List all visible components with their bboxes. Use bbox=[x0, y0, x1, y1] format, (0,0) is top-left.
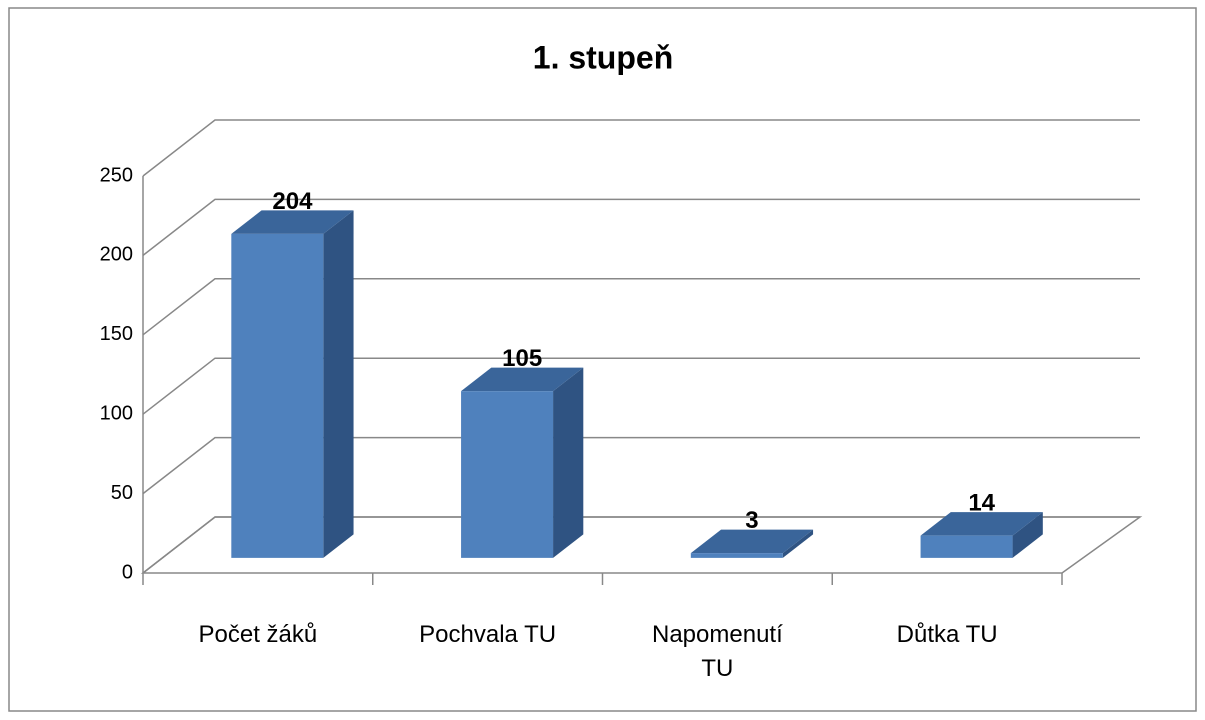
grid-line bbox=[142, 278, 1140, 336]
y-tick-label: 200 bbox=[100, 244, 133, 266]
data-label: 105 bbox=[502, 345, 542, 372]
bar bbox=[690, 553, 783, 558]
data-label: 204 bbox=[272, 188, 313, 215]
chart-border bbox=[8, 7, 1197, 712]
data-label: 14 bbox=[968, 489, 995, 516]
y-tick-label: 0 bbox=[122, 561, 133, 583]
data-label: 3 bbox=[745, 507, 758, 534]
bar-side bbox=[553, 367, 584, 558]
bar-side bbox=[1012, 512, 1043, 558]
y-tick-label: 250 bbox=[100, 164, 133, 186]
chart-title: 1. stupeň bbox=[533, 39, 673, 75]
bar-top bbox=[461, 367, 584, 392]
y-tick-label: 50 bbox=[111, 482, 133, 504]
bar-top bbox=[920, 512, 1043, 536]
grid-line bbox=[142, 357, 1140, 415]
bar-top bbox=[690, 529, 814, 554]
y-tick-label: 100 bbox=[100, 402, 133, 424]
grid-line bbox=[142, 516, 1140, 574]
bar-side bbox=[323, 210, 354, 558]
grid-line bbox=[142, 198, 1140, 256]
x-tick-label: Počet žáků bbox=[198, 621, 318, 648]
x-tick-label: Napomenutí TU bbox=[652, 621, 783, 682]
y-tick-label: 150 bbox=[100, 323, 133, 345]
bar bbox=[920, 535, 1013, 558]
x-tick-label: Důtka TU bbox=[896, 621, 998, 648]
grid-line bbox=[142, 436, 1140, 495]
bar-side bbox=[782, 529, 814, 558]
bar-top bbox=[231, 210, 354, 234]
grid-line bbox=[142, 119, 1140, 177]
x-tick-label: Pochvala TU bbox=[419, 621, 557, 648]
bar bbox=[461, 391, 554, 558]
bar bbox=[231, 233, 324, 558]
